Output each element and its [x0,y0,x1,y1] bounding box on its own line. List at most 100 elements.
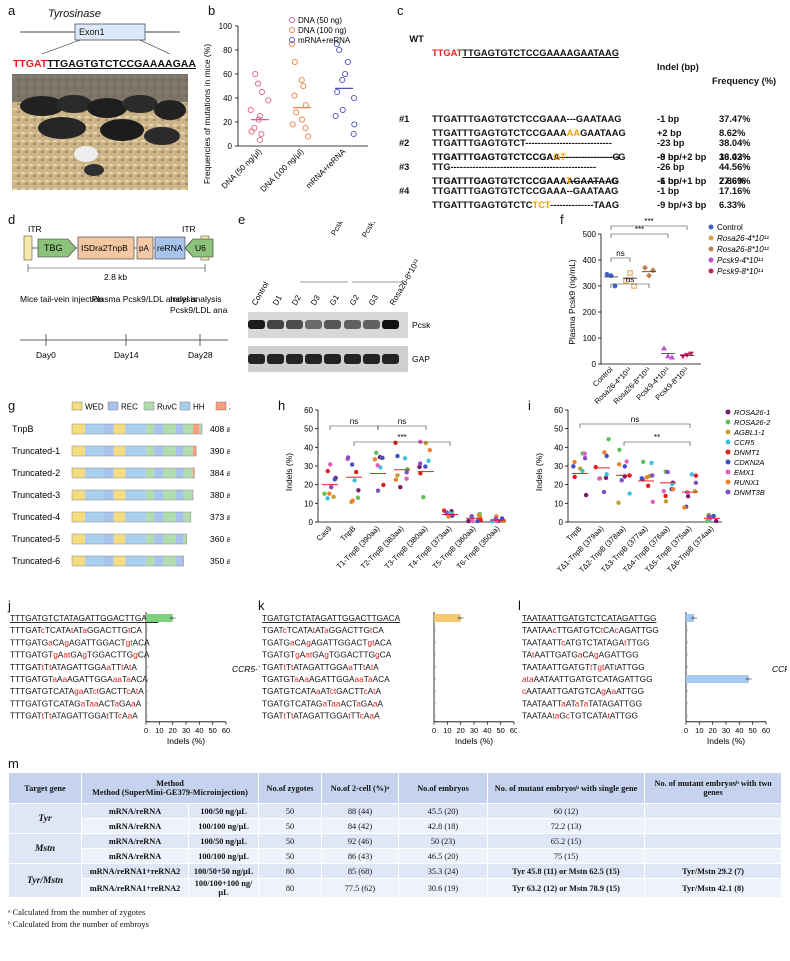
lane-label: D2 [290,293,303,307]
construct-name: Truncated-1 [12,446,60,456]
target-gene-cell: Tyr/Mstn [8,863,82,898]
sample-id: #2 [399,138,410,148]
panel-b-point [291,58,298,66]
table-cell: 80 [258,863,322,879]
panel-b-point [251,124,258,132]
panel-k-label: k [258,598,265,613]
timeline-step-1: Mice tail-vein injection [20,294,103,304]
panel-h-sig: ns [350,417,358,426]
indel-bar [146,629,148,632]
table-cell: 100/50 ng/μL [188,803,259,819]
panel-i-ytick: 30 [554,462,563,471]
indel-frequency: 44.56% [719,162,751,172]
indel-xtick: 60 [762,726,770,735]
table-cell [644,848,782,864]
panel-i-point [624,459,629,464]
target-site-sequence: TGATGTCATAaATctGACTTcAtA [262,686,381,696]
panel-i-point [571,464,576,469]
wt-sequence: TTGAGTGTCTCCGAAAAGAATAAG [462,48,619,58]
indel-bar [686,702,688,705]
table-cell: 100/100 ng/μL [188,848,259,864]
lane-label: D3 [309,293,322,307]
target-site-sequence: TTTGATGTCATAGaTaaACTaGAaA [10,698,142,708]
th-embryos: No.of embryos [398,772,488,804]
panel-f-sig: ns [616,249,624,258]
panel-b-axes [237,26,368,147]
panel-h-point [355,495,361,500]
table-cell [644,803,782,819]
indel-xtick: 40 [735,726,743,735]
pa-box [136,236,154,260]
panel-i-point [706,514,712,519]
pcsk9-band [382,320,399,329]
indel-sequence: TTGATTTGAGTGTCT-------------------------… [432,138,612,148]
indel-sequence: TTGATTTGAGTGTCTCCGAAAAGAATA--G [432,176,619,186]
table-cell: Tyr/Mstn 29.2 (7) [644,863,782,879]
lane-label: G1 [328,293,341,307]
panel-h-chart: Indels (%) 0 10 20 30 40 50 60 ns ns *** Cas9 Tnp… [284,406,506,571]
panel-b-xtick: mRNA+reRNA [304,147,348,191]
panel-h-point [381,482,386,488]
indel-axis: 0 10 20 30 40 50 60 Indels (%) [144,612,230,746]
panel-h-point [446,514,451,519]
panel-b-ytick: 20 [223,118,232,127]
panel-h-ytick: 30 [304,462,313,471]
th-zygotes: No.of zygotes [258,772,322,804]
indel-size: -8 bp [657,152,680,162]
table-cell: mRNA/reRNA [80,848,190,864]
target-gene-cell: Mstn [8,833,82,864]
indel-xtick: 0 [684,726,688,735]
construct-name: Truncated-6 [12,556,60,566]
domain-bar [71,533,187,545]
construct-length: 408 aa [210,424,230,434]
panel-f-ytick: 0 [592,360,597,369]
panel-i-point [616,462,622,467]
timeline-step-2: Plasma Pcsk9/LDL analysis [92,294,197,304]
panel-b-point [334,88,341,96]
panel-f-sig: *** [635,225,644,234]
th-method: Method Method (SuperMini-GE379-Microinjec… [81,772,259,804]
panel-i-xtick: TnpB [564,524,583,543]
panel-i-point [602,450,607,455]
panel-f-point [623,278,629,284]
th-target-gene: Target gene [8,772,82,804]
panel-i-point [685,490,690,495]
indel-xtick: 50 [748,726,756,735]
panel-b-point [351,121,358,128]
table-cell: 50 [258,803,322,819]
wt-label: WT [409,34,424,44]
table-row: mRNA/reRNA 100/100 ng/μL 50 84 (42) 42.8 (18… [9,818,782,834]
indel-xlabel: Indels (%) [455,736,493,746]
indel-xtick: 40 [195,726,203,735]
panel-f-ytick: 500 [583,230,597,239]
indel-bar [146,653,148,656]
panel-f-ytick: 100 [583,334,597,343]
panel-i-point [597,476,602,481]
construct-length: 390 aa [210,446,230,456]
indel-size: -9 bp/+2 bp [657,152,707,162]
panel-e-label: e [238,212,246,227]
panel-h-point [395,453,400,459]
panel-h-ytick: 50 [304,425,313,434]
indel-group: #1 TTGATTTGAGTGTCTCCGAAA---GAATAAG -1 bp 37… [399,112,789,138]
panel-f-ylabel: Plasma Pcsk9 (ng/mL) [567,259,577,345]
tyrosinase-label: Tyrosinase [48,8,101,20]
panel-h-point [352,478,357,483]
panel-b-point [247,106,254,114]
panel-h-xtick: Cas9 [315,524,334,543]
panel-i-point [603,475,609,481]
table-cell: 50 [258,848,322,864]
panel-h-point [418,471,423,476]
panel-h-point [404,476,409,481]
pcsk9-band [344,320,361,329]
target-site-sequence: TAATAAcTTGATGTCtCAcAGATTGG [522,625,659,635]
panel-h-point [404,470,409,475]
panel-i-ytick: 10 [554,499,563,508]
panel-i-point [619,478,624,483]
table-cell: 72.2 (13) [487,818,645,834]
indel-table: WT TTGATTTGAGTGTCTCCGAAAAGAATAAG Indel (… [399,18,789,210]
th-method-sub: Method (SuperMini-GE379-Microinjection) [92,788,248,797]
pcsk9-band-label: Pcsk9 [412,320,430,330]
table-cell: 46.5 (20) [398,848,488,864]
table-cell: 77.5 (62) [321,878,399,898]
